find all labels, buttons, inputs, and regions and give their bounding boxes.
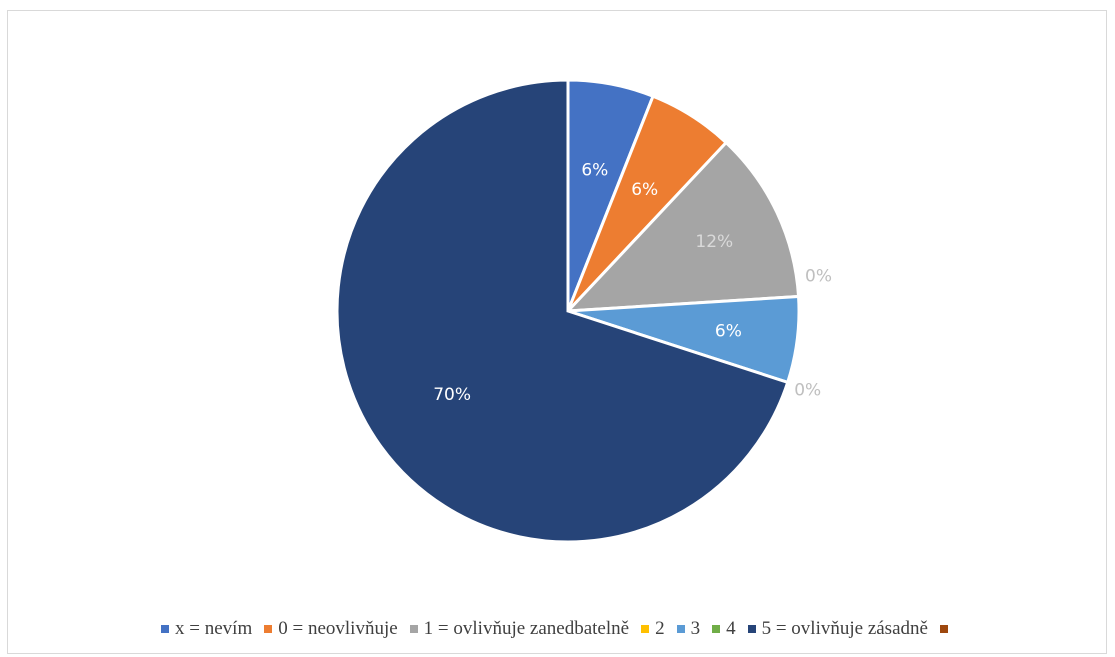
legend-swatch xyxy=(409,625,418,633)
legend-swatch xyxy=(676,625,685,633)
legend-label: 1 = ovlivňuje zanedbatelně xyxy=(423,618,630,639)
legend-label: 4 xyxy=(726,618,736,639)
legend-item-4: 4 xyxy=(712,618,736,640)
legend-label: 2 xyxy=(655,618,665,639)
pie-slice-1-ovliv-uje-zanedbateln xyxy=(564,140,801,313)
data-label-x-nev-m: 6% xyxy=(581,160,608,180)
legend-swatch xyxy=(641,625,650,633)
legend-item-x-nev-m: x = nevím xyxy=(161,618,252,640)
legend-label: x = nevím xyxy=(175,618,253,639)
legend-item-5-ovliv-uje-z-sadn: 5 = ovlivňuje zásadně xyxy=(747,618,928,640)
data-label-3: 6% xyxy=(715,321,742,341)
legend-item-unnamed xyxy=(939,625,954,633)
legend-item-2: 2 xyxy=(641,618,665,640)
data-label-5-ovliv-uje-z-sadn: 70% xyxy=(433,385,471,405)
legend-swatch xyxy=(712,625,721,633)
data-label-4: 0% xyxy=(794,380,821,400)
legend-label: 3 xyxy=(690,618,701,639)
data-label-0-neovliv-uje: 6% xyxy=(631,180,658,200)
legend-item-1-ovliv-uje-zanedbateln: 1 = ovlivňuje zanedbatelně xyxy=(409,618,630,640)
legend-swatch xyxy=(161,625,170,633)
pie-slice-5-ovliv-uje-z-sadn xyxy=(335,78,790,544)
legend: x = nevím 0 = neovlivňuje 1 = ovlivňuje za… xyxy=(0,616,1115,642)
legend-swatch xyxy=(264,625,273,633)
data-label-1-ovliv-uje-zanedbateln: 12% xyxy=(695,232,733,252)
legend-swatch xyxy=(747,625,756,633)
legend-swatch xyxy=(939,625,948,633)
legend-label: 0 = neovlivňuje xyxy=(278,618,398,639)
legend-label: 5 = ovlivňuje zásadně xyxy=(761,618,928,639)
data-label-2: 0% xyxy=(805,266,832,286)
legend-item-0-neovliv-uje: 0 = neovlivňuje xyxy=(264,618,398,640)
legend-item-3: 3 xyxy=(676,618,701,640)
